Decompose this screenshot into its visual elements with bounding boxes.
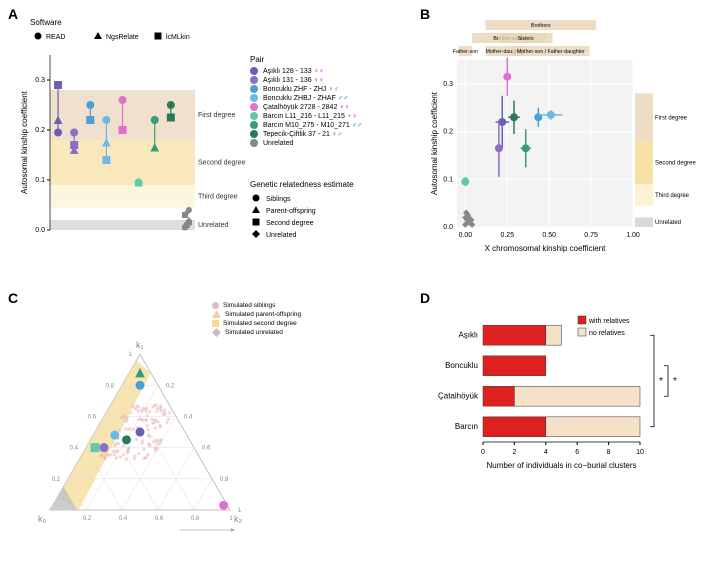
- svg-text:Siblings: Siblings: [266, 196, 291, 203]
- svg-text:Second degree: Second degree: [198, 160, 246, 167]
- svg-text:0.2: 0.2: [166, 383, 175, 389]
- svg-text:Autosomal kinship coefficient: Autosomal kinship coefficient: [430, 91, 439, 195]
- svg-text:Sisters: Sisters: [518, 36, 534, 42]
- svg-text:0.2: 0.2: [83, 516, 92, 522]
- svg-text:0.3: 0.3: [35, 77, 45, 84]
- svg-text:0.25: 0.25: [500, 232, 514, 239]
- svg-text:0.6: 0.6: [202, 446, 211, 452]
- svg-text:0.2: 0.2: [52, 477, 61, 483]
- svg-text:X chromosomal kinship coeffici: X chromosomal kinship coefficient: [485, 244, 607, 253]
- svg-text:0.8: 0.8: [106, 383, 115, 389]
- svg-text:0.75: 0.75: [584, 232, 598, 239]
- svg-text:NgsRelate: NgsRelate: [106, 34, 139, 41]
- svg-text:0.1: 0.1: [35, 177, 45, 184]
- panel-b-chart: BrothersBrother-sisterSistersFather-sonM…: [425, 12, 705, 262]
- svg-text:Father-son: Father-son: [453, 49, 478, 55]
- svg-text:0.6: 0.6: [155, 516, 164, 522]
- svg-text:k₂: k₂: [234, 514, 243, 524]
- svg-text:Third degree: Third degree: [655, 193, 690, 199]
- svg-text:READ: READ: [46, 34, 65, 41]
- panel-c-ternary: 0.20.20.20.40.40.40.60.60.60.80.80.8111k…: [20, 300, 280, 560]
- svg-text:k₁: k₁: [136, 340, 144, 350]
- svg-text:Unrelated: Unrelated: [198, 222, 228, 229]
- panel-a-chart: First degreeSecond degreeThird degreeUnr…: [15, 20, 235, 250]
- svg-text:First degree: First degree: [655, 115, 688, 121]
- svg-text:0.4: 0.4: [184, 414, 193, 420]
- pair-legend: PairAşıklı 128 - 133 ♀♀Aşıklı 131 - 136 …: [250, 55, 415, 148]
- svg-text:10: 10: [636, 449, 644, 456]
- svg-text:0.2: 0.2: [443, 129, 453, 136]
- svg-text:0.0: 0.0: [35, 227, 45, 234]
- svg-text:0.4: 0.4: [119, 516, 128, 522]
- svg-text:Mother-son / Father-daughter: Mother-son / Father-daughter: [517, 49, 585, 55]
- svg-text:0.1: 0.1: [443, 176, 453, 183]
- svg-text:Aşıklı: Aşıklı: [458, 330, 478, 339]
- svg-text:Parent-offspring: Parent-offspring: [266, 208, 316, 215]
- svg-text:with relatives: with relatives: [588, 318, 630, 325]
- svg-text:Third degree: Third degree: [198, 193, 238, 200]
- panel-d-barchart: with relatives no relatives Aşıklı Boncuklu…: [425, 310, 705, 480]
- svg-text:0.00: 0.00: [459, 232, 473, 239]
- svg-text:Second degree: Second degree: [655, 161, 696, 167]
- svg-text:*: *: [673, 376, 677, 387]
- svg-text:4: 4: [544, 449, 548, 456]
- svg-text:0: 0: [481, 449, 485, 456]
- svg-text:no relatives: no relatives: [589, 330, 625, 337]
- svg-text:1.00: 1.00: [626, 232, 640, 239]
- svg-text:0.50: 0.50: [542, 232, 556, 239]
- svg-text:Boncuklu: Boncuklu: [445, 361, 478, 370]
- svg-text:Brothers: Brothers: [531, 23, 551, 29]
- svg-text:Number of individuals in co−bu: Number of individuals in co−burial clust…: [486, 461, 636, 470]
- svg-text:First degree: First degree: [198, 112, 235, 119]
- svg-text:Autosomal kinship coefficient: Autosomal kinship coefficient: [20, 90, 29, 194]
- svg-text:0.8: 0.8: [191, 516, 200, 522]
- svg-text:1: 1: [229, 516, 233, 522]
- panel-a-software-legend: SoftwareREADNgsRelatelcMLkin: [30, 18, 210, 48]
- svg-text:0.3: 0.3: [443, 81, 453, 88]
- svg-text:1: 1: [129, 352, 133, 358]
- svg-text:2: 2: [512, 449, 516, 456]
- panel-c-sim-legend: Simulated siblingsSimulated parent-offsp…: [212, 302, 301, 338]
- svg-text:*: *: [659, 376, 663, 387]
- svg-text:0.0: 0.0: [443, 224, 453, 231]
- svg-text:lcMLkin: lcMLkin: [166, 34, 190, 41]
- svg-text:Barcın: Barcın: [455, 422, 478, 431]
- svg-text:0.4: 0.4: [70, 446, 79, 452]
- panel-d-label: D: [420, 290, 430, 306]
- svg-text:0.2: 0.2: [35, 127, 45, 134]
- svg-text:6: 6: [575, 449, 579, 456]
- svg-text:k₀: k₀: [38, 514, 47, 524]
- panel-c-label: C: [8, 290, 18, 306]
- svg-text:Unrelated: Unrelated: [266, 232, 296, 239]
- relatedness-legend: Genetic relatedness estimateSiblingsPare…: [250, 180, 390, 245]
- svg-text:0.6: 0.6: [88, 414, 97, 420]
- svg-text:0.8: 0.8: [220, 477, 229, 483]
- svg-text:Çatalhöyük: Çatalhöyük: [438, 391, 479, 400]
- svg-text:Second degree: Second degree: [266, 220, 314, 227]
- svg-text:8: 8: [607, 449, 611, 456]
- svg-text:Unrelated: Unrelated: [655, 220, 681, 226]
